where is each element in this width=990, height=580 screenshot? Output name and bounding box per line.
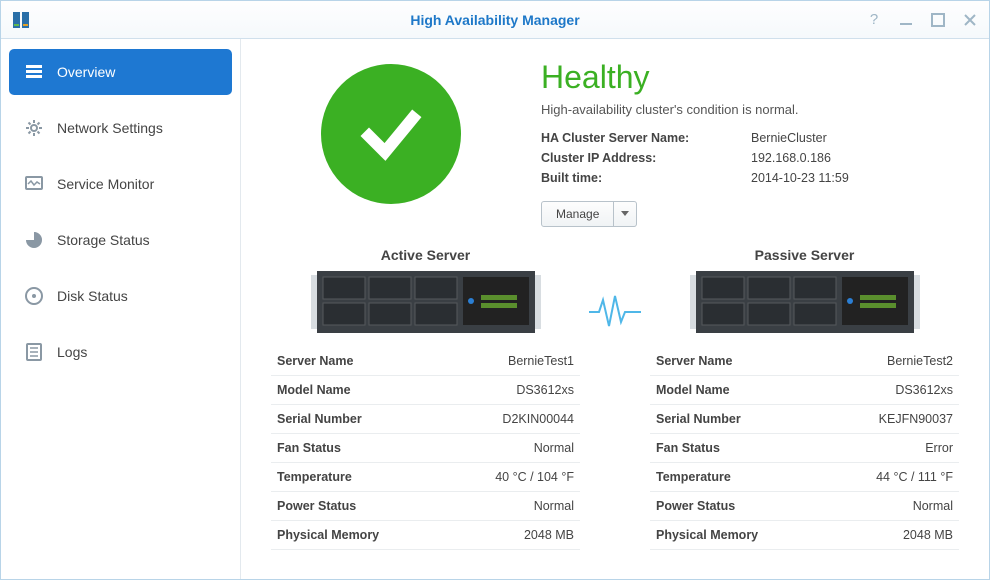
- status-badge: [321, 64, 461, 204]
- sidebar-item-disk-status[interactable]: Disk Status: [9, 273, 232, 319]
- app-window: High Availability Manager ? Overview: [0, 0, 990, 580]
- cluster-ip-value: 192.168.0.186: [751, 151, 831, 165]
- server-icon: [311, 271, 541, 333]
- passive-server-col: Passive Server: [650, 247, 959, 550]
- cluster-name-value: BernieCluster: [751, 131, 827, 145]
- heartbeat-icon: [580, 247, 650, 332]
- active-server-name: BernieTest1: [508, 354, 574, 368]
- sidebar-item-label: Logs: [57, 344, 87, 360]
- help-icon[interactable]: ?: [865, 11, 883, 29]
- passive-physical-memory: 2048 MB: [903, 528, 953, 542]
- maximize-icon[interactable]: [929, 11, 947, 29]
- passive-serial-number: KEJFN90037: [879, 412, 953, 426]
- cluster-ip-row: Cluster IP Address: 192.168.0.186: [541, 151, 959, 165]
- gear-icon: [23, 117, 45, 139]
- status-info: Healthy High-availability cluster's cond…: [541, 54, 959, 227]
- table-row: Fan StatusNormal: [271, 434, 580, 463]
- sidebar-item-label: Overview: [57, 64, 115, 80]
- titlebar: High Availability Manager ?: [1, 1, 989, 39]
- built-time-label: Built time:: [541, 171, 751, 185]
- active-server-details: Server NameBernieTest1 Model NameDS3612x…: [271, 347, 580, 550]
- passive-server-title: Passive Server: [650, 247, 959, 263]
- table-row: Server NameBernieTest2: [650, 347, 959, 376]
- table-row: Fan StatusError: [650, 434, 959, 463]
- window-title: High Availability Manager: [1, 12, 989, 28]
- manage-dropdown-button[interactable]: [614, 201, 637, 227]
- active-fan-status: Normal: [534, 441, 574, 455]
- status-title: Healthy: [541, 59, 959, 96]
- table-row: Power StatusNormal: [271, 492, 580, 521]
- active-server-title: Active Server: [271, 247, 580, 263]
- close-icon[interactable]: [961, 11, 979, 29]
- passive-server-name: BernieTest2: [887, 354, 953, 368]
- cluster-ip-label: Cluster IP Address:: [541, 151, 751, 165]
- status-section: Healthy High-availability cluster's cond…: [271, 54, 959, 227]
- active-power-status: Normal: [534, 499, 574, 513]
- sidebar-item-logs[interactable]: Logs: [9, 329, 232, 375]
- table-row: Serial NumberKEJFN90037: [650, 405, 959, 434]
- built-time-value: 2014-10-23 11:59: [751, 171, 849, 185]
- passive-power-status: Normal: [913, 499, 953, 513]
- content: Healthy High-availability cluster's cond…: [241, 39, 989, 579]
- overview-icon: [23, 61, 45, 83]
- sidebar: Overview Network Settings Service Monito…: [1, 39, 241, 579]
- sidebar-item-service-monitor[interactable]: Service Monitor: [9, 161, 232, 207]
- active-physical-memory: 2048 MB: [524, 528, 574, 542]
- active-serial-number: D2KIN00044: [502, 412, 574, 426]
- sidebar-item-storage-status[interactable]: Storage Status: [9, 217, 232, 263]
- logs-icon: [23, 341, 45, 363]
- active-temperature: 40 °C / 104 °F: [495, 470, 574, 484]
- table-row: Temperature44 °C / 111 °F: [650, 463, 959, 492]
- status-subtitle: High-availability cluster's condition is…: [541, 102, 959, 117]
- minimize-icon[interactable]: [897, 11, 915, 29]
- active-model-name: DS3612xs: [516, 383, 574, 397]
- chevron-down-icon: [621, 211, 629, 217]
- active-server-image: [271, 271, 580, 333]
- table-row: Physical Memory2048 MB: [271, 521, 580, 550]
- cluster-name-row: HA Cluster Server Name: BernieCluster: [541, 131, 959, 145]
- server-icon: [690, 271, 920, 333]
- passive-server-details: Server NameBernieTest2 Model NameDS3612x…: [650, 347, 959, 550]
- manage-button[interactable]: Manage: [541, 201, 614, 227]
- table-row: Physical Memory2048 MB: [650, 521, 959, 550]
- table-row: Power StatusNormal: [650, 492, 959, 521]
- passive-fan-status: Error: [925, 441, 953, 455]
- built-time-row: Built time: 2014-10-23 11:59: [541, 171, 959, 185]
- table-row: Server NameBernieTest1: [271, 347, 580, 376]
- pie-icon: [23, 229, 45, 251]
- table-row: Temperature40 °C / 104 °F: [271, 463, 580, 492]
- table-row: Serial NumberD2KIN00044: [271, 405, 580, 434]
- servers-section: Active Server: [271, 247, 959, 550]
- passive-model-name: DS3612xs: [895, 383, 953, 397]
- sidebar-item-network-settings[interactable]: Network Settings: [9, 105, 232, 151]
- passive-server-image: [650, 271, 959, 333]
- sidebar-item-label: Network Settings: [57, 120, 163, 136]
- status-badge-wrap: [271, 54, 511, 227]
- sidebar-item-label: Service Monitor: [57, 176, 154, 192]
- check-icon: [351, 94, 431, 174]
- body: Overview Network Settings Service Monito…: [1, 39, 989, 579]
- passive-temperature: 44 °C / 111 °F: [876, 470, 953, 484]
- sidebar-item-label: Disk Status: [57, 288, 128, 304]
- table-row: Model NameDS3612xs: [271, 376, 580, 405]
- table-row: Model NameDS3612xs: [650, 376, 959, 405]
- sidebar-item-overview[interactable]: Overview: [9, 49, 232, 95]
- active-server-col: Active Server: [271, 247, 580, 550]
- cluster-name-label: HA Cluster Server Name:: [541, 131, 751, 145]
- manage-button-group: Manage: [541, 201, 637, 227]
- window-controls: ?: [865, 11, 979, 29]
- app-icon: [11, 9, 33, 31]
- monitor-icon: [23, 173, 45, 195]
- disk-icon: [23, 285, 45, 307]
- sidebar-item-label: Storage Status: [57, 232, 150, 248]
